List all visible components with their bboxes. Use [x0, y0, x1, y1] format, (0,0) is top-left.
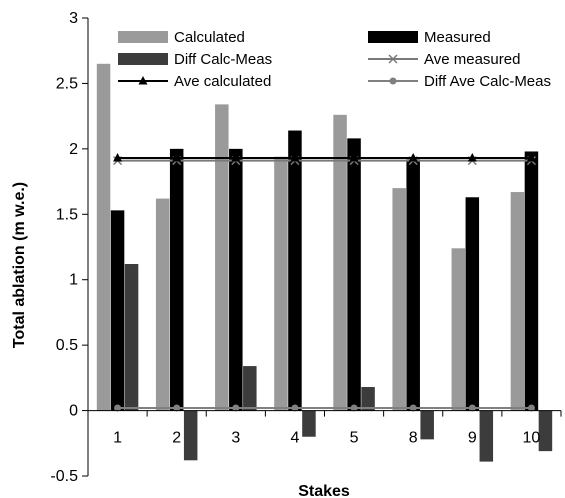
y-tick-label: 0 [69, 403, 78, 420]
x-tick-label: 4 [290, 430, 299, 447]
marker-diff-ave-calc-meas [232, 404, 240, 412]
bar-calculated [392, 188, 406, 411]
marker-ave-calculated [408, 153, 418, 162]
x-tick-label: 8 [409, 430, 418, 447]
bar-measured [347, 138, 361, 411]
bar-measured [288, 130, 302, 411]
legend-item-ave-calculated: Ave calculated [118, 73, 271, 90]
x-axis-title: Stakes [298, 483, 350, 498]
marker-diff-ave-calc-meas [291, 404, 299, 412]
marker-ave-calculated [113, 153, 123, 162]
marker-ave-calculated [290, 153, 300, 162]
bar-diff-calc-meas [243, 366, 257, 411]
marker-ave-calculated [526, 153, 536, 162]
legend-marker [138, 76, 148, 85]
y-tick-label: 1.5 [56, 206, 78, 223]
legend-item-diff-calc-meas: Diff Calc-Meas [118, 51, 272, 68]
bar-diff-calc-meas [183, 410, 198, 461]
x-tick-label: 10 [523, 430, 541, 447]
y-tick-label: -0.5 [50, 468, 78, 485]
bar-calculated [510, 192, 525, 411]
bar-diff-calc-meas [124, 264, 139, 411]
legend-label: Diff Calc-Meas [174, 51, 272, 68]
marker-diff-ave-calc-meas [468, 404, 476, 412]
bars [96, 63, 553, 462]
legend-marker [389, 77, 397, 85]
bar-calculated [451, 248, 466, 411]
legend-marker-stroke [388, 54, 398, 64]
y-tick-label: 2.5 [56, 75, 78, 92]
bar-calculated [96, 63, 111, 411]
y-tick-label: 2 [69, 141, 78, 158]
legend-swatch [118, 53, 168, 65]
legend-item-calculated: Calculated [118, 29, 245, 46]
legend-item-ave-measured: Ave measured [368, 51, 520, 68]
bar-calculated [333, 114, 347, 411]
legend-item-measured: Measured [368, 29, 491, 46]
marker-ave-calculated [349, 153, 359, 162]
bar-measured [465, 197, 480, 411]
legend-marker [388, 54, 398, 64]
bar-measured [406, 159, 420, 411]
y-tick-label: 0.5 [56, 337, 78, 354]
y-axis-ticks: -0.5 0 0.5 1 1.5 2 2.5 3 [50, 10, 88, 485]
x-tick-label: 5 [350, 430, 359, 447]
marker-diff-ave-calc-meas [409, 404, 417, 412]
legend-label: Calculated [174, 29, 245, 46]
legend-label: Measured [424, 29, 491, 46]
x-tick-label: 2 [172, 430, 181, 447]
bar-diff-calc-meas [302, 410, 316, 437]
legend-swatch [368, 31, 418, 43]
bar-diff-calc-meas [361, 387, 375, 411]
marker-ave-calculated [172, 153, 182, 162]
bar-measured [524, 151, 539, 411]
legend-label: Ave calculated [174, 73, 271, 90]
average-lines [113, 153, 536, 412]
marker-diff-ave-calc-meas [350, 404, 358, 412]
marker-diff-ave-calc-meas [114, 404, 122, 412]
bar-measured [110, 210, 125, 411]
legend-item-diff-ave-calc-meas: Diff Ave Calc-Meas [368, 73, 551, 90]
bar-measured [169, 148, 184, 411]
x-axis-ticks: 1 2 3 4 5 8 9 10 [87, 410, 562, 447]
y-axis-title: Total ablation (m w.e.) [11, 182, 28, 348]
marker-diff-ave-calc-meas [527, 404, 535, 412]
marker-ave-calculated [467, 153, 477, 162]
legend: Calculated Measured Diff Calc-Meas Ave meas… [118, 29, 551, 90]
marker-diff-ave-calc-meas [173, 404, 181, 412]
x-tick-label: 1 [113, 430, 122, 447]
y-tick-label: 1 [69, 272, 78, 289]
bar-diff-calc-meas [479, 410, 494, 462]
legend-label: Ave measured [424, 51, 520, 68]
marker-ave-calculated [231, 153, 241, 162]
y-tick-label: 3 [69, 10, 78, 27]
bar-calculated [155, 198, 170, 411]
bar-calculated [215, 104, 229, 411]
legend-label: Diff Ave Calc-Meas [424, 73, 551, 90]
bar-calculated [274, 156, 288, 411]
bar-diff-calc-meas [538, 410, 553, 452]
bar-diff-calc-meas [420, 410, 434, 440]
bar-measured [229, 148, 243, 411]
x-tick-label: 9 [468, 430, 477, 447]
legend-swatch [118, 31, 168, 43]
x-tick-label: 3 [231, 430, 240, 447]
